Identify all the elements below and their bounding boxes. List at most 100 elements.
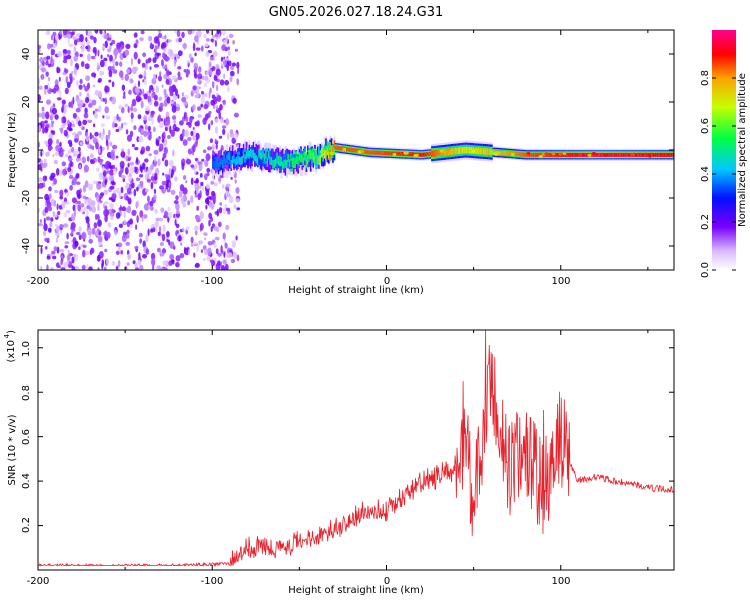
- spectrogram-cell: [111, 96, 117, 105]
- colorbar-tick-label: 0.0: [700, 262, 711, 278]
- spectrogram-cell: [103, 208, 109, 217]
- spectrogram-cell: [179, 253, 185, 259]
- spectrogram-cell: [143, 78, 147, 86]
- spectrogram-cell: [186, 226, 190, 231]
- spectrogram-cell: [222, 100, 226, 106]
- spectrogram-cell: [258, 149, 260, 158]
- spectrogram-cell: [237, 67, 240, 75]
- spectrogram-cell: [414, 153, 420, 157]
- spectrogram-cell: [591, 152, 594, 157]
- spectrogram-cell: [67, 149, 71, 155]
- spectrogram-cell: [71, 123, 76, 127]
- spectrogram-cell: [245, 151, 248, 160]
- spectrogram-cell: [44, 237, 50, 242]
- spectrogram-cell: [615, 152, 617, 157]
- spectrogram-cell: [107, 222, 112, 228]
- spectrogram-cell: [668, 152, 670, 157]
- spectrogram-cell: [115, 266, 119, 270]
- spectrogram-cell: [190, 195, 194, 204]
- spectrogram-cell: [116, 187, 120, 194]
- spectrogram-cell: [93, 112, 98, 119]
- spectrogram-cell: [613, 152, 616, 157]
- spectrogram-cell: [392, 152, 398, 157]
- spectrogram-cell: [302, 150, 305, 164]
- spectrogram-cell: [460, 147, 463, 154]
- spectrogram-cell: [77, 153, 81, 159]
- spectrogram-cell: [126, 221, 130, 228]
- spectrogram-cell: [599, 152, 602, 157]
- spectrogram-cell: [120, 151, 126, 158]
- spectrogram-cell: [145, 248, 149, 255]
- spectrogram-cell: [192, 126, 195, 131]
- spectrogram-cell: [233, 204, 237, 209]
- spectrogram-cell: [300, 154, 302, 163]
- spectrogram-cell: [64, 68, 69, 74]
- spectrogram-cell: [69, 184, 73, 191]
- spectrogram-cell: [187, 30, 193, 35]
- spectrogram-cell: [525, 152, 528, 157]
- spectrogram-cell: [45, 71, 49, 77]
- spectrogram-cell: [129, 161, 135, 166]
- spectrogram-cell: [216, 208, 220, 217]
- spectrogram-cell: [161, 138, 165, 143]
- spectrogram-cell: [283, 164, 289, 168]
- spectrogram-cell: [38, 94, 41, 102]
- spectrogram-cell: [636, 152, 638, 157]
- spectrogram-cell: [307, 149, 313, 153]
- spectrogram-cell: [40, 67, 46, 73]
- spectrogram-cell: [97, 203, 100, 212]
- spectrogram-cell: [218, 207, 223, 214]
- spectrogram-cell: [456, 147, 458, 155]
- spectrogram-cell: [71, 228, 76, 232]
- spectrogram-cell: [105, 138, 109, 147]
- spectrogram-cell: [233, 112, 239, 118]
- spectrogram-cell: [182, 43, 188, 49]
- spectrogram-cell: [315, 155, 318, 169]
- spectrogram-cell: [82, 119, 88, 126]
- spectrogram-cell: [620, 152, 623, 157]
- spectrogram-cell: [226, 35, 228, 43]
- spectrogram-cell: [51, 34, 53, 41]
- spectrogram-cell: [252, 149, 255, 158]
- spectrogram-cell: [604, 153, 610, 157]
- spectrogram-cell: [150, 206, 154, 211]
- spectrogram-cell: [90, 200, 96, 206]
- spectrogram-cell: [284, 150, 287, 164]
- spectrogram-cell: [100, 132, 104, 141]
- spectrogram-cell: [48, 146, 53, 150]
- spectrogram-cell: [319, 150, 325, 154]
- spectrogram-cell: [68, 43, 74, 48]
- spectrogram-cell: [328, 157, 334, 161]
- spectrogram-cell: [154, 208, 158, 214]
- spectrogram-cell: [278, 163, 284, 167]
- spectrogram-cell: [62, 168, 67, 176]
- snr-y-tick-label: 0.2: [21, 517, 32, 533]
- spectrogram-cell: [111, 181, 116, 186]
- spectrogram-cell: [208, 219, 211, 227]
- spectrogram-cell: [59, 141, 62, 147]
- snr-x-tick-label: 0: [384, 576, 390, 587]
- spectrogram-cell: [619, 152, 622, 157]
- spectrogram-cell: [171, 115, 177, 120]
- spectrogram-cell: [76, 181, 81, 185]
- spectrogram-cell: [200, 222, 204, 231]
- spectrogram-cell: [640, 152, 642, 157]
- spectrogram-cell: [237, 155, 240, 164]
- spectrogram-cell: [500, 150, 503, 155]
- spectrogram-cell: [534, 152, 537, 157]
- spectrogram-cell: [447, 148, 450, 156]
- spectrogram-cell: [587, 153, 593, 157]
- spectrogram-cell: [199, 173, 203, 178]
- spectrogram-cell: [219, 261, 222, 267]
- spectrogram-cell: [52, 153, 55, 157]
- spectrogram-cell: [120, 175, 126, 179]
- spectrogram-cell: [418, 152, 421, 157]
- spectrogram-ticks: [37, 30, 674, 270]
- spectrogram-cell: [234, 179, 237, 184]
- spectrogram-cell: [79, 53, 83, 58]
- spectrogram-cell: [224, 242, 228, 249]
- spectrogram-cell: [223, 251, 226, 258]
- spectrogram-cell: [518, 152, 521, 157]
- spectrogram-cell: [288, 159, 291, 168]
- spectrogram-cell: [44, 126, 49, 134]
